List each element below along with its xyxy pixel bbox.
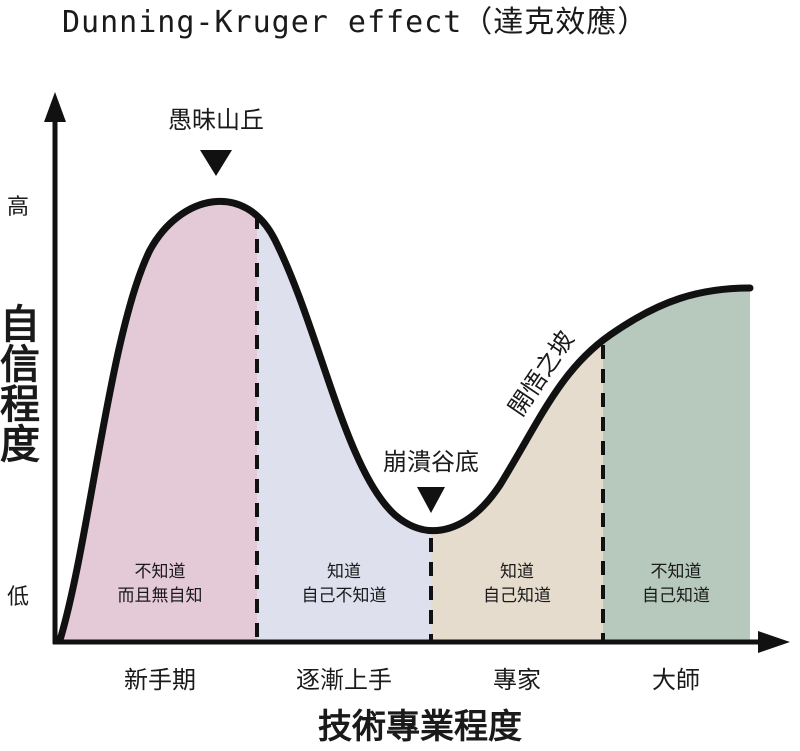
diagram-title: Dunning-Kruger effect（達克效應） [62,5,648,40]
zone-1-line-2: 而且無自知 [118,586,203,606]
zone-2-line-1: 知道 [327,562,361,582]
y-high-label: 高 [7,195,29,220]
y-axis-title-char-1: 自 [0,302,40,348]
stage-label-learning: 逐漸上手 [296,666,392,694]
stage-label-expert: 專家 [493,666,541,694]
peak-marker-triangle [200,150,232,176]
stage-label-master: 大師 [652,666,700,694]
peak-label: 愚昧山丘 [168,106,264,134]
zone-4-line-1: 不知道 [651,562,702,582]
y-axis-title-char-2: 信 [0,342,40,388]
x-axis-arrow [758,631,790,653]
zone-3-line-1: 知道 [500,562,534,582]
confidence-curve [56,197,754,644]
y-low-label: 低 [7,585,29,610]
zone-3-line-2: 自己知道 [483,586,551,606]
valley-label: 崩潰谷底 [383,448,479,476]
y-axis-title-char-3: 程 [0,382,40,428]
zone-2-line-2: 自己不知道 [302,586,387,606]
stage-label-novice: 新手期 [124,666,196,694]
zone-1-line-1: 不知道 [135,562,186,582]
x-axis-title: 技術專業程度 [318,707,522,747]
y-axis-title-char-4: 度 [0,422,40,468]
zone-4-line-2: 自己知道 [642,586,710,606]
valley-marker-triangle [417,487,445,513]
y-axis-arrow [44,92,66,122]
